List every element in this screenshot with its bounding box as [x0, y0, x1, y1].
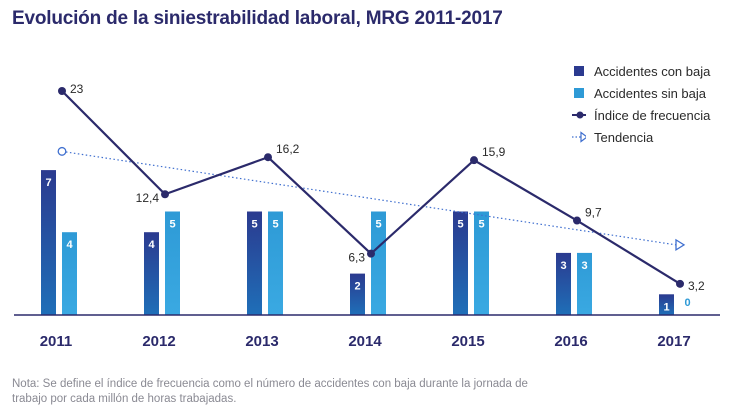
bar-accidentes-sin-baja: [62, 232, 77, 315]
legend-label: Tendencia: [594, 129, 654, 145]
bar-accidentes-con-baja: [144, 232, 159, 315]
dotted-triangle-icon: [572, 131, 586, 143]
index-value-label: 9,7: [585, 206, 602, 220]
index-point: [470, 156, 478, 165]
index-value-label: 3,2: [688, 279, 705, 293]
legend-item-tendencia: Tendencia: [572, 126, 732, 148]
bar-accidentes-con-baja: [41, 170, 56, 315]
bar-value-label: 5: [169, 219, 175, 231]
bar-value-label: 1: [663, 301, 669, 313]
index-point: [367, 249, 375, 258]
chart-legend: Accidentes con baja Accidentes sin baja …: [572, 60, 732, 148]
bar-value-label: 5: [457, 219, 463, 231]
index-point: [573, 216, 581, 225]
index-point: [676, 279, 684, 288]
bar-value-label: 4: [148, 239, 155, 251]
trend-layer: [57, 146, 686, 252]
bar-value-label: 3: [560, 260, 566, 272]
bars-layer: 7 4 4 5 5 5 2 5 5 5 3 3 1 0: [41, 170, 691, 315]
x-axis-tick-label: 2015: [451, 333, 484, 350]
bar-accidentes-sin-baja: [474, 211, 489, 315]
bar-accidentes-con-baja: [247, 211, 262, 315]
index-value-label: 12,4: [136, 191, 160, 205]
bar-accidentes-con-baja: [556, 252, 571, 315]
footnote: Nota: Se define el índice de frecuencia …: [12, 378, 528, 405]
square-marker-icon: [572, 87, 586, 99]
index-value-label: 23: [70, 82, 84, 96]
trend-start-marker: [57, 146, 67, 156]
bar-accidentes-sin-baja: [371, 211, 386, 315]
x-axis-tick-label: 2012: [142, 333, 175, 350]
index-value-label: 6,3: [348, 251, 365, 265]
bar-value-label: 4: [66, 239, 73, 251]
legend-label: Accidentes sin baja: [594, 85, 707, 101]
bar-accidentes-sin-baja: [268, 211, 283, 315]
index-point: [161, 190, 169, 199]
x-axis-tick-label: 2013: [245, 333, 278, 350]
bar-value-label: 3: [581, 260, 587, 272]
bar-value-label: 7: [45, 177, 51, 189]
bar-accidentes-con-baja: [453, 211, 468, 315]
x-axis-tick-label: 2016: [554, 333, 587, 350]
legend-item-accidentes-sin-baja: Accidentes sin baja: [572, 82, 732, 104]
bar-value-label: 5: [375, 219, 381, 231]
index-point: [264, 153, 272, 162]
bar-value-label: 5: [272, 219, 278, 231]
bar-value-label: 2: [354, 281, 360, 293]
trend-end-marker: [675, 238, 686, 252]
line-dot-icon: [572, 109, 586, 121]
bar-value-label: 0: [684, 297, 690, 309]
legend-label: Índice de frecuencia: [594, 107, 711, 123]
bar-value-label: 5: [478, 219, 484, 231]
legend-label: Accidentes con baja: [594, 63, 711, 79]
x-axis-ticks: 2011 2012 2013 2014 2015 2016 2017: [40, 333, 691, 350]
x-axis-tick-label: 2014: [348, 333, 382, 350]
bar-accidentes-con-baja: [350, 273, 365, 315]
legend-item-accidentes-con-baja: Accidentes con baja: [572, 60, 732, 82]
bar-value-label: 5: [251, 219, 257, 231]
index-point: [58, 87, 66, 95]
square-marker-icon: [572, 65, 586, 77]
index-value-label: 16,2: [276, 142, 300, 156]
bar-accidentes-con-baja: [659, 294, 674, 315]
x-axis-tick-label: 2017: [657, 333, 690, 350]
legend-item-indice-frecuencia: Índice de frecuencia: [572, 104, 732, 126]
chart-title: Evolución de la siniestrabilidad laboral…: [12, 8, 503, 29]
bar-accidentes-sin-baja: [165, 211, 180, 315]
x-axis-tick-label: 2011: [40, 333, 73, 350]
bar-accidentes-sin-baja: [577, 252, 592, 315]
index-value-label: 15,9: [482, 145, 506, 159]
